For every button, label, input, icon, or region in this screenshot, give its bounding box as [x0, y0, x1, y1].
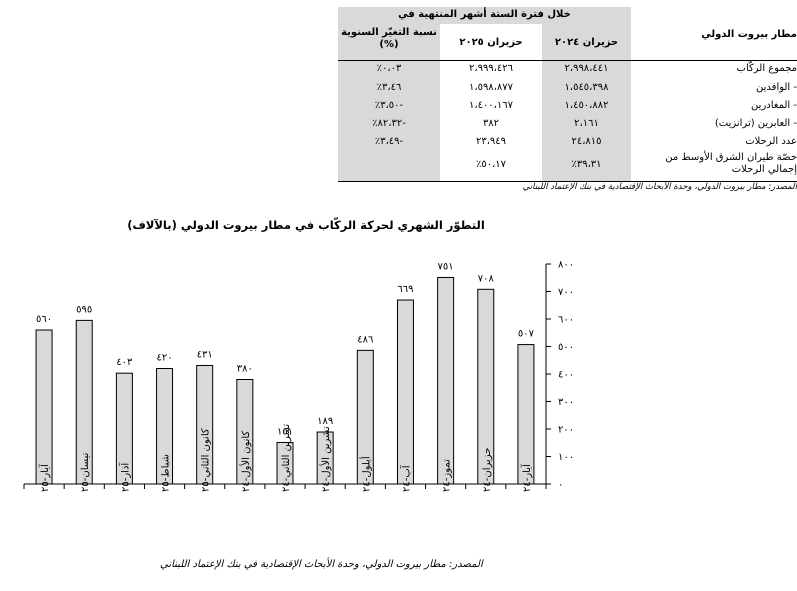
bar: [517, 344, 535, 485]
cell-transit-2024: ٢،١٦١: [574, 118, 599, 129]
table-source-note: المصدر: مطار بيروت الدولي، وحدة الأبحاث …: [522, 182, 797, 192]
bar: [477, 288, 495, 485]
cell-flights-2025: ٢٣،٩٤٩: [475, 136, 507, 147]
x-category-label: كانون الثاني-٢٥: [201, 428, 212, 492]
bar-value-label: ٦٦٩: [397, 284, 413, 295]
bar: [196, 364, 214, 485]
table-bottom-line: [338, 181, 797, 182]
chart-title: التطوّر الشهري لحركة الركّاب في مطار بير…: [127, 218, 485, 232]
bar: [437, 276, 455, 485]
x-category-label: شباط-٢٥: [161, 454, 172, 492]
bar-value-label: ٧٥١: [438, 261, 454, 272]
y-tick-label: ٧٠٠: [558, 287, 574, 298]
y-tick-label: ٤٠٠: [558, 370, 574, 381]
col-header-2025: حزيران ٢٠٢٥: [459, 37, 523, 48]
bar-value-label: ١٥١: [277, 426, 293, 437]
x-category-label: تموز-٢٤: [442, 459, 453, 492]
cell-total-change: ٠،٠٣٪: [376, 63, 402, 74]
cell-total-2024: ٢،٩٩٨،٤٤١: [564, 63, 609, 74]
row-label-mea-share: حصّة طيران الشرق الأوسط من إجمالي الرحلا…: [665, 152, 797, 175]
cell-total-2025: ٢،٩٩٩،٤٢٦: [468, 63, 514, 74]
y-tick-label: ١٠٠: [558, 452, 574, 463]
passenger-summary-table: خلال فترة الستة أشهر المنتهية في مطار بي…: [335, 7, 797, 183]
header-divider: [338, 60, 797, 61]
cell-departures-2024: ١،٤٥٠،٨٨٢: [564, 100, 609, 111]
cell-departures-2025: ١،٤٠٠،١٦٧: [468, 100, 514, 111]
bar-value-label: ٥٠٧: [518, 329, 535, 340]
bar-value-label: ٤٠٣: [116, 357, 133, 368]
cell-arrivals-2024: ١،٥٤٥،٣٩٨: [564, 82, 609, 93]
cell-flights-change: -٣،٤٩٪: [374, 136, 404, 147]
bar-value-label: ٥٩٥: [76, 304, 92, 315]
bar: [236, 379, 254, 485]
y-tick-label: ٦٠٠: [558, 315, 574, 326]
row-label-departures: - المغادرين: [751, 100, 797, 111]
cell-arrivals-change: ٣،٤٦٪: [376, 82, 402, 93]
bar: [316, 431, 334, 485]
bar: [356, 349, 374, 485]
table-group-header: خلال فترة الستة أشهر المنتهية في: [338, 7, 631, 24]
col-2024-background: [542, 24, 631, 181]
cell-mea-share-2025: ٥٠،١٧٪: [475, 159, 507, 170]
bar-value-label: ٥٦٠: [36, 314, 52, 325]
col-header-2024: حزيران ٢٠٢٤: [554, 37, 619, 48]
y-tick-label: ٣٠٠: [558, 397, 574, 408]
cell-arrivals-2025: ١،٥٩٨،٨٧٧: [468, 82, 514, 93]
bar: [396, 299, 414, 485]
x-category-label: نيسان-٢٥: [80, 453, 91, 492]
cell-transit-change: -٨٢،٣٢٪: [372, 118, 406, 129]
row-label-flights: عدد الرحلات: [745, 136, 797, 147]
cell-departures-change: -٣،٥٠٪: [374, 100, 404, 111]
col-change-background: [338, 24, 440, 181]
bar-value-label: ٤٣١: [197, 349, 213, 360]
x-category-label: تشرين الثاني-٢٤: [281, 424, 292, 492]
bar-value-label: ١٨٩: [317, 416, 333, 427]
cell-mea-share-2024: ٣٩،٣١٪: [571, 159, 602, 170]
bar-value-label: ٣٨٠: [237, 364, 253, 375]
bar-value-label: ٤٨٦: [357, 334, 373, 345]
x-category-label: آب-٢٤: [399, 464, 412, 492]
bar: [75, 319, 93, 485]
bar: [276, 441, 294, 485]
x-category-label: تشرين الأول-٢٤: [319, 426, 332, 492]
bar: [115, 372, 133, 485]
row-label-arrivals: - الوافدين: [756, 82, 797, 93]
bar: [35, 329, 53, 485]
y-tick-label: ٠: [558, 480, 563, 491]
y-tick-label: ٨٠٠: [558, 260, 574, 271]
chart-source-note: المصدر: مطار بيروت الدولي، وحدة الأبحاث …: [160, 559, 483, 570]
x-category-label: أيلول-٢٤: [359, 456, 372, 492]
bar: [156, 368, 174, 485]
row-label-total: مجموع الركّاب: [736, 63, 797, 74]
row-label-transit: - العابرين (ترانزيت): [714, 118, 797, 129]
bar-value-label: ٧٠٨: [478, 273, 495, 284]
row-header: مطار بيروت الدولي: [701, 29, 797, 40]
y-tick-label: ٥٠٠: [558, 342, 574, 353]
x-category-label: آيار-٢٤: [520, 463, 533, 492]
y-tick-label: ٢٠٠: [558, 425, 574, 436]
x-category-label: آيار-٢٥: [38, 463, 51, 492]
cell-transit-2025: ٣٨٢: [482, 118, 500, 129]
x-category-label: حزيران-٢٤: [482, 448, 493, 492]
col-header-change: نسبة التغيّر السنوية (%): [341, 27, 437, 50]
x-category-label: آذار-٢٥: [118, 462, 131, 492]
x-category-label: كانون الأول-٢٤: [239, 431, 252, 492]
bar-value-label: ٤٢٠: [156, 353, 172, 364]
cell-flights-2024: ٢٤،٨١٥: [571, 136, 602, 147]
